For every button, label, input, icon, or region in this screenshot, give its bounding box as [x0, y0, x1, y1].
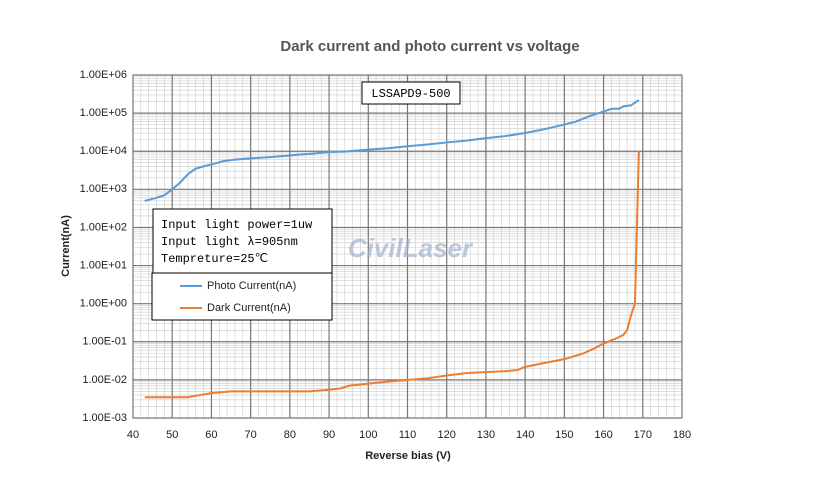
x-tick-label: 170 — [634, 429, 652, 441]
x-tick-label: 100 — [359, 429, 377, 441]
y-tick-label: 1.00E-01 — [82, 336, 127, 348]
x-tick-label: 120 — [438, 429, 456, 441]
x-tick-label: 50 — [166, 429, 178, 441]
y-tick-label: 1.00E+05 — [80, 107, 127, 119]
series-line — [144, 99, 640, 202]
y-tick-label: 1.00E-03 — [82, 412, 127, 424]
info-text: Input light power=1uw — [161, 218, 313, 232]
y-tick-label: 1.00E+01 — [80, 259, 127, 271]
x-tick-label: 70 — [245, 429, 257, 441]
grid: 1.00E-03 1.00E-02 1.00E-01 1.00E+00 1.00E+01… — [80, 69, 692, 441]
y-tick-label: 1.00E+06 — [80, 69, 127, 81]
y-tick-label: 1.00E+03 — [80, 183, 127, 195]
y-axis-label: Current(nA) — [60, 215, 72, 277]
x-tick-label: 130 — [477, 429, 495, 441]
plot — [144, 99, 640, 399]
info-box — [152, 208, 333, 274]
x-tick-label: 110 — [399, 429, 417, 441]
x-tick-label: 80 — [284, 429, 296, 441]
legend: Photo Current(nA) Dark Current(nA) — [151, 272, 333, 321]
label-box — [361, 81, 461, 105]
y-tick-label: 1.00E-02 — [82, 374, 127, 386]
series-line — [144, 151, 640, 399]
legend-box — [151, 272, 333, 321]
y-tick-label: 1.00E+00 — [80, 298, 127, 310]
x-tick-label: 90 — [323, 429, 335, 441]
info-text: Tempreture=25℃ — [161, 252, 268, 266]
x-tick-label: 140 — [516, 429, 534, 441]
x-tick-label: 160 — [594, 429, 612, 441]
chart-title: Dark current and photo current vs voltag… — [280, 38, 579, 55]
x-tick-label: 180 — [673, 429, 691, 441]
legend-label: Photo Current(nA) — [207, 280, 296, 292]
y-tick-label: 1.00E+04 — [80, 145, 127, 157]
y-tick-label: 1.00E+02 — [80, 221, 127, 233]
legend-label: Dark Current(nA) — [207, 302, 291, 314]
info-text: Input light λ=905nm — [161, 235, 298, 249]
label-box-text: LSSAPD9-500 — [371, 87, 450, 101]
x-axis-label: Reverse bias (V) — [365, 450, 451, 462]
x-tick-label: 60 — [205, 429, 217, 441]
watermark: CivilLaser — [348, 233, 474, 263]
x-tick-label: 150 — [555, 429, 573, 441]
x-tick-label: 40 — [127, 429, 139, 441]
